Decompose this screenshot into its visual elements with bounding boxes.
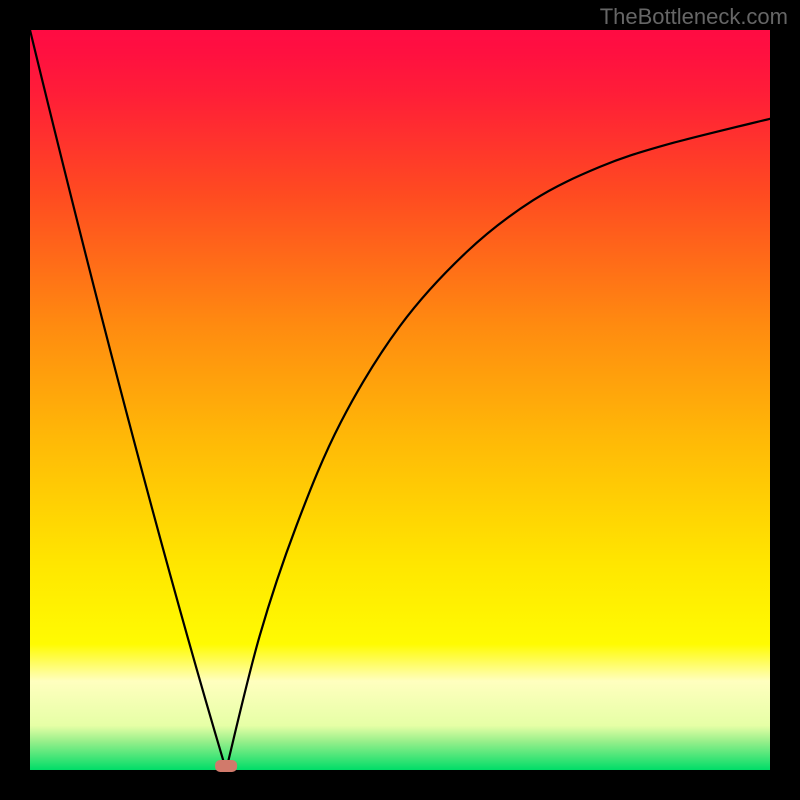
plot-background xyxy=(30,30,770,770)
watermark: TheBottleneck.com xyxy=(600,4,788,29)
bottleneck-chart: TheBottleneck.com xyxy=(0,0,800,800)
dip-marker xyxy=(215,760,237,772)
chart-container: TheBottleneck.com xyxy=(0,0,800,800)
